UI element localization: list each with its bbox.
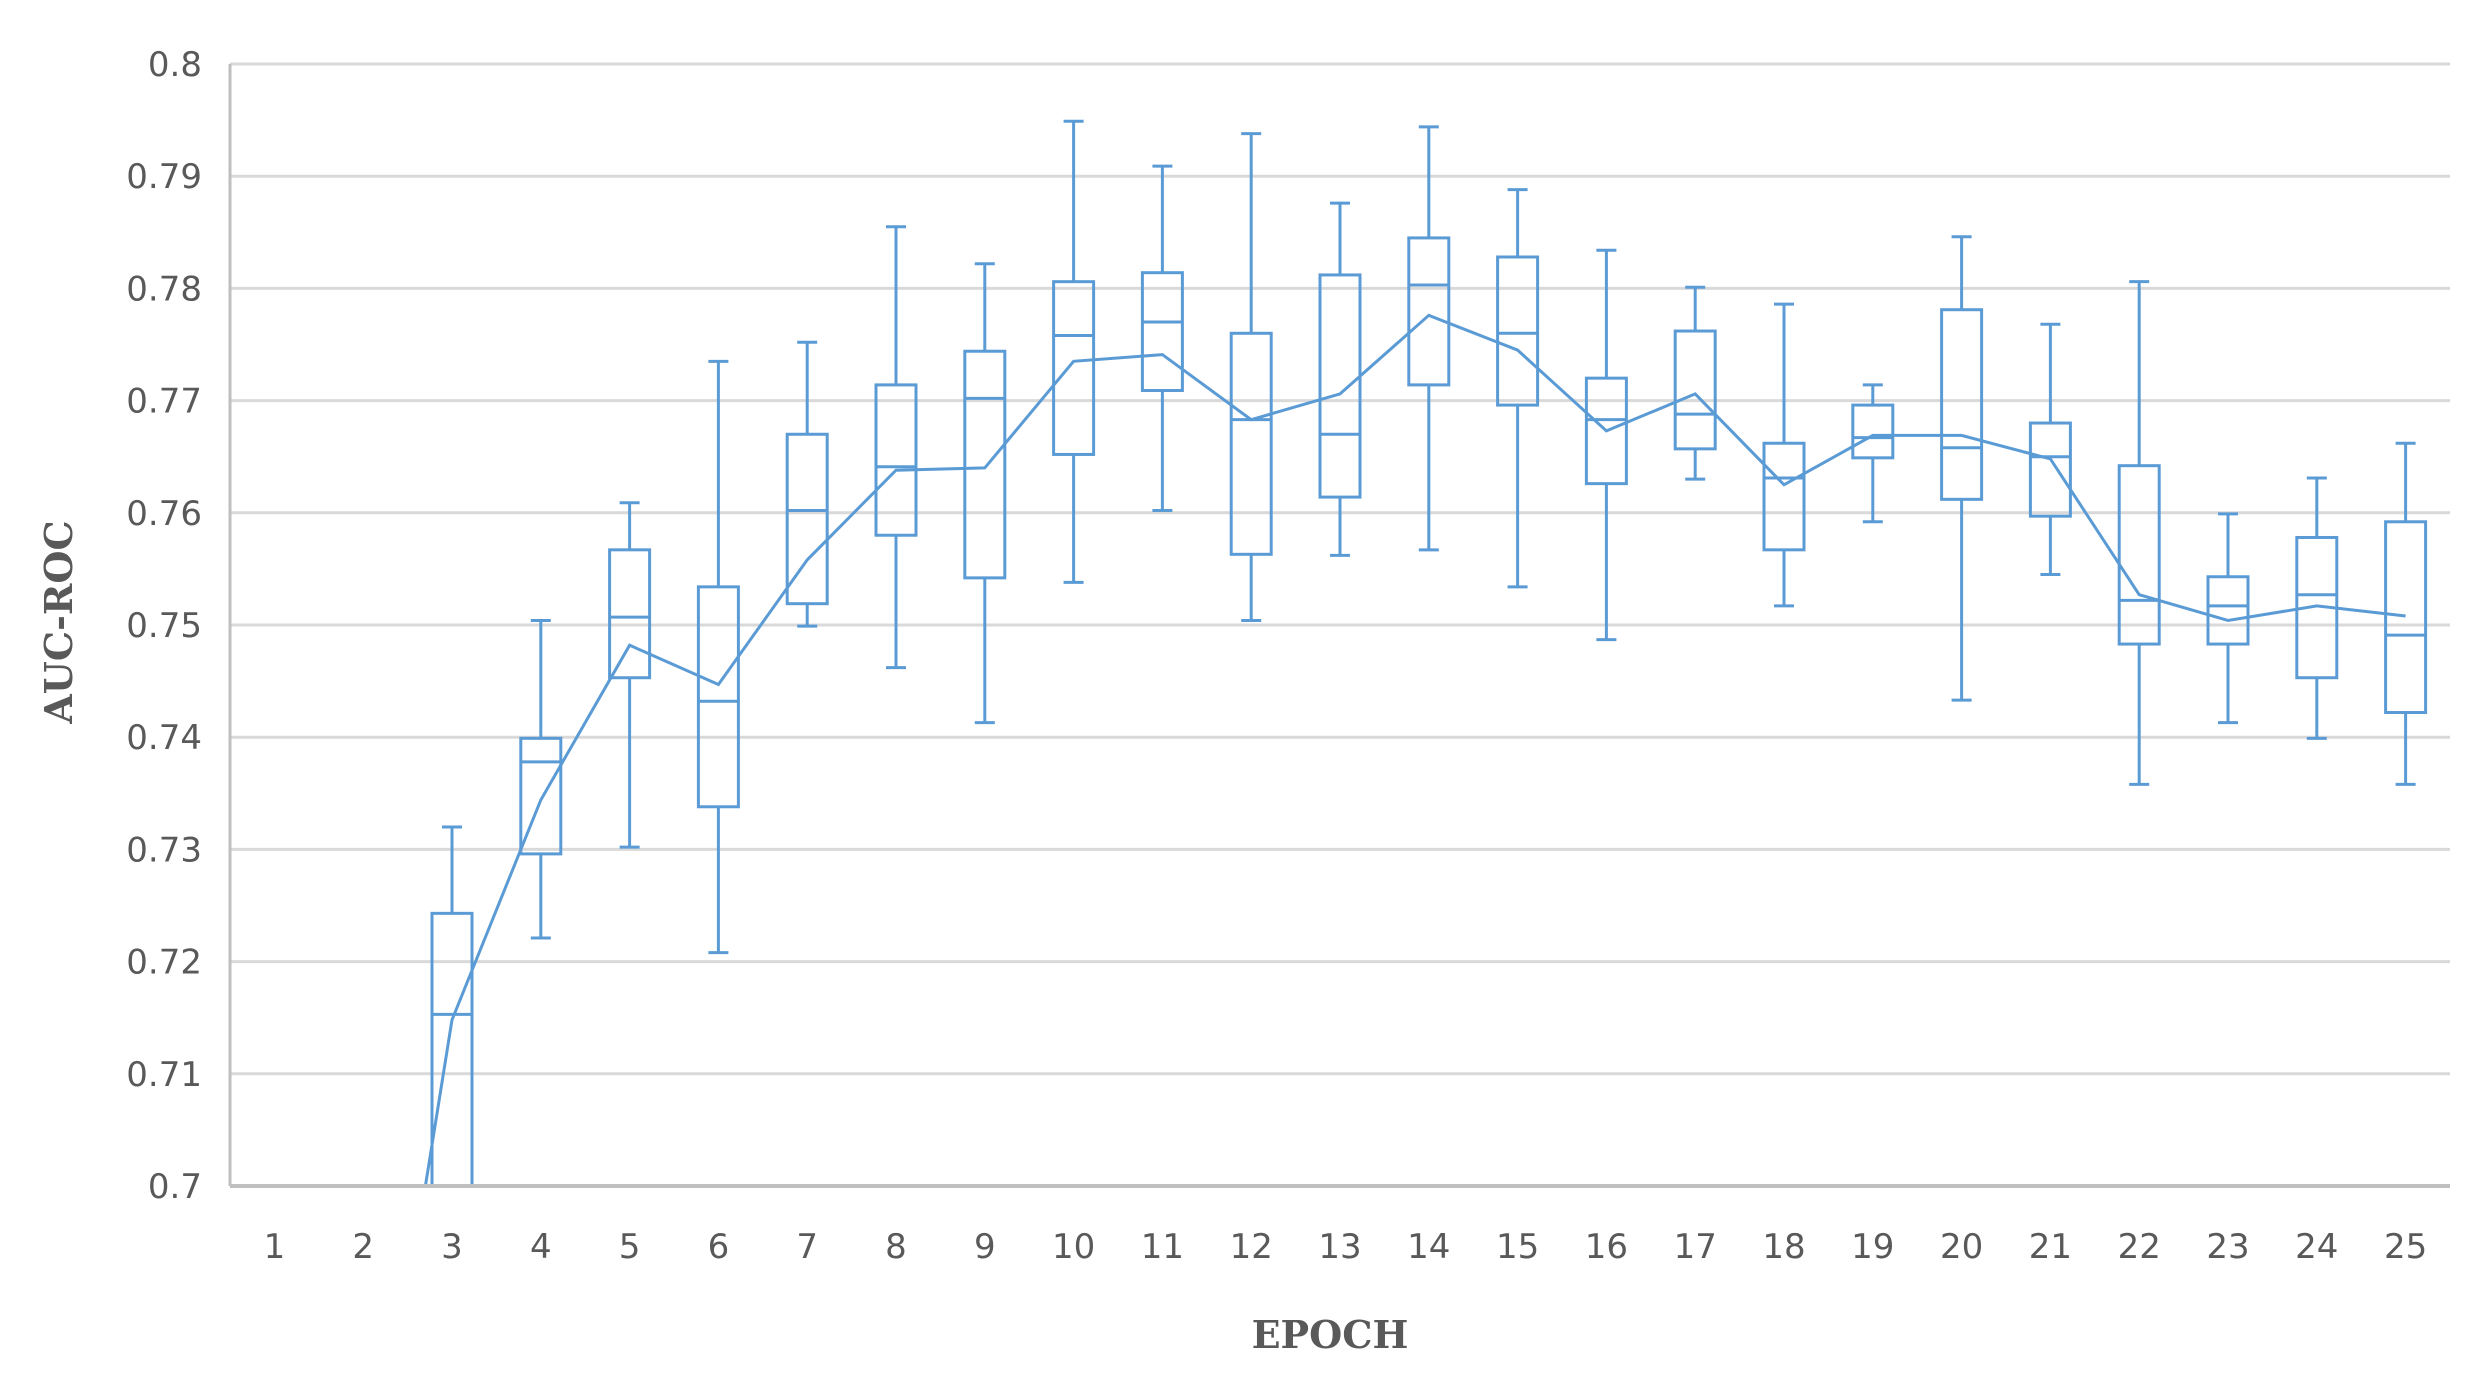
x-tick-label: 15 — [1496, 1227, 1539, 1267]
x-tick-label: 18 — [1762, 1227, 1805, 1267]
x-tick-label: 25 — [2384, 1227, 2427, 1267]
box-iqr — [1851, 403, 1895, 460]
y-tick-label: 0.74 — [126, 718, 202, 758]
box-epoch-17 — [1673, 285, 1717, 481]
y-tick-label: 0.77 — [126, 382, 202, 422]
box-iqr — [2206, 575, 2250, 646]
x-tick-label: 10 — [1052, 1227, 1095, 1267]
y-axis-title: AUC-ROC — [36, 520, 81, 725]
y-tick-label: 0.73 — [126, 830, 202, 870]
box-iqr — [430, 911, 474, 1188]
x-tick-label: 17 — [1674, 1227, 1717, 1267]
box-iqr — [1762, 441, 1806, 552]
x-tick-label: 7 — [796, 1227, 818, 1267]
x-tick-label: 5 — [619, 1227, 641, 1267]
box-iqr — [2384, 520, 2428, 715]
y-tick-label: 0.75 — [126, 606, 202, 646]
x-tick-label: 16 — [1585, 1227, 1628, 1267]
x-tick-label: 13 — [1318, 1227, 1361, 1267]
box-iqr — [1673, 329, 1717, 451]
x-tick-label: 19 — [1851, 1227, 1894, 1267]
box-epoch-13 — [1318, 201, 1362, 557]
box-epoch-18 — [1762, 302, 1806, 608]
x-tick-label: 14 — [1407, 1227, 1450, 1267]
box-epoch-3 — [430, 825, 474, 1188]
box-series — [341, 119, 2428, 1188]
y-tick-label: 0.72 — [126, 943, 202, 983]
box-iqr — [696, 585, 740, 809]
x-tick-label: 12 — [1230, 1227, 1273, 1267]
box-epoch-6 — [696, 359, 740, 955]
box-epoch-7 — [785, 340, 829, 628]
box-epoch-14 — [1407, 125, 1451, 552]
box-iqr — [1318, 273, 1362, 499]
box-iqr — [1407, 236, 1451, 387]
y-tick-label: 0.79 — [126, 157, 202, 197]
box-epoch-4 — [519, 619, 563, 940]
box-epoch-9 — [963, 262, 1007, 725]
x-tick-label: 6 — [708, 1227, 730, 1267]
x-tick-label: 21 — [2029, 1227, 2072, 1267]
box-epoch-8 — [874, 225, 918, 670]
box-iqr — [608, 548, 652, 680]
box-epoch-10 — [1052, 119, 1096, 584]
x-tick-label: 8 — [885, 1227, 907, 1267]
x-axis-title: EPOCH — [1252, 1312, 1409, 1357]
box-iqr — [2028, 421, 2072, 518]
box-epoch-23 — [2206, 512, 2250, 725]
box-iqr — [1496, 255, 1540, 407]
y-axis-tick-labels: 0.7 0.71 0.72 0.73 0.74 0.75 0.76 0.77 0.78 0.79 0… — [126, 45, 202, 1207]
y-tick-label: 0.71 — [126, 1055, 202, 1095]
x-tick-label: 11 — [1141, 1227, 1184, 1267]
box-iqr — [1940, 308, 1984, 501]
x-tick-label: 20 — [1940, 1227, 1983, 1267]
box-epoch-15 — [1496, 188, 1540, 589]
x-tick-label: 3 — [441, 1227, 463, 1267]
box-epoch-19 — [1851, 383, 1895, 524]
box-iqr — [1229, 331, 1273, 556]
box-iqr — [2117, 464, 2161, 646]
box-iqr — [1052, 280, 1096, 456]
y-tick-label: 0.78 — [126, 269, 202, 309]
box-epoch-16 — [1584, 248, 1628, 642]
y-tick-label: 0.8 — [148, 45, 202, 85]
x-tick-label: 22 — [2118, 1227, 2161, 1267]
x-tick-label: 9 — [974, 1227, 996, 1267]
box-epoch-22 — [2117, 280, 2161, 786]
box-epoch-20 — [1940, 235, 1984, 702]
y-tick-label: 0.7 — [148, 1167, 202, 1207]
x-tick-label: 24 — [2295, 1227, 2338, 1267]
box-epoch-12 — [1229, 132, 1273, 623]
x-tick-label: 1 — [264, 1227, 286, 1267]
x-axis-tick-labels: 1 2 3 4 5 6 7 8 9 10 11 12 13 14 15 16 17 18 19 20 21 22 23 24 2… — [264, 1227, 2428, 1267]
box-iqr — [963, 349, 1007, 580]
y-tick-label: 0.76 — [126, 494, 202, 534]
x-tick-label: 4 — [530, 1227, 552, 1267]
box-epoch-21 — [2028, 322, 2072, 577]
box-epoch-5 — [608, 501, 652, 849]
x-tick-label: 2 — [352, 1227, 374, 1267]
box-iqr — [1140, 271, 1184, 393]
mean-line — [423, 313, 2406, 1187]
box-epoch-11 — [1140, 164, 1184, 513]
box-epoch-25 — [2384, 441, 2428, 786]
x-tick-label: 23 — [2206, 1227, 2249, 1267]
mean-line-series — [423, 313, 2406, 1187]
